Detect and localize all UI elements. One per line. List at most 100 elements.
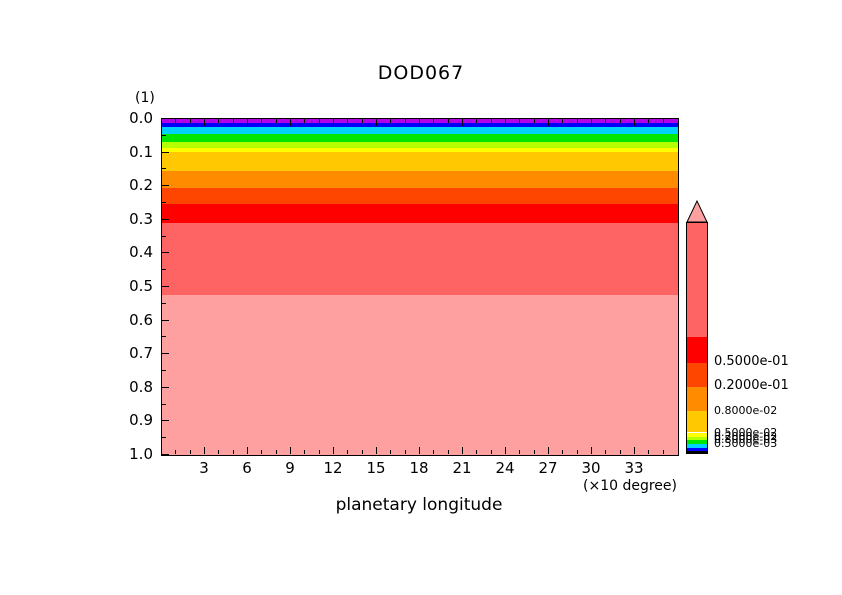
contour-band xyxy=(162,134,678,142)
y-tick-label: 0.9 xyxy=(129,411,153,429)
colorbar-segment xyxy=(687,439,707,445)
colorbar-segment xyxy=(687,336,707,364)
y-tick-major xyxy=(162,420,169,421)
x-tick-major xyxy=(634,447,635,454)
x-tick-minor xyxy=(347,450,348,454)
y-tick-major xyxy=(162,152,169,153)
x-axis-unit-label: (×10 degree) xyxy=(583,478,677,494)
y-tick-label: 0.7 xyxy=(129,344,153,362)
y-axis-unit-label: (1) xyxy=(135,90,155,106)
x-tick-minor xyxy=(233,450,234,454)
x-tick-minor xyxy=(276,450,277,454)
y-tick-major xyxy=(162,219,169,220)
y-tick-major xyxy=(162,387,169,388)
colorbar xyxy=(686,200,710,455)
contour-band xyxy=(162,171,678,188)
x-tick-minor-top xyxy=(491,119,492,123)
x-tick-minor-top xyxy=(663,119,664,123)
x-tick-minor-top xyxy=(362,119,363,123)
x-tick-minor xyxy=(405,450,406,454)
x-tick-minor xyxy=(648,450,649,454)
x-tick-minor xyxy=(605,450,606,454)
x-tick-major-top xyxy=(376,119,377,126)
colorbar-tick-label: 0.2000e-02 xyxy=(714,430,778,443)
y-tick-label: 0.5 xyxy=(129,277,153,295)
x-axis-title: planetary longitude xyxy=(335,495,503,515)
contour-band xyxy=(162,123,678,127)
x-tick-minor-top xyxy=(319,119,320,123)
y-tick-label: 0.3 xyxy=(129,210,153,228)
x-tick-minor-top xyxy=(218,119,219,123)
colorbar-segment xyxy=(687,223,707,337)
x-tick-minor-top xyxy=(519,119,520,123)
x-tick-minor xyxy=(577,450,578,454)
x-tick-major-top xyxy=(548,119,549,126)
colorbar-segment xyxy=(687,448,707,451)
colorbar-tick-label: 0.8000e-03 xyxy=(714,433,778,446)
y-tick-major xyxy=(162,454,169,455)
y-tick-major xyxy=(162,252,169,253)
y-tick-minor xyxy=(162,135,166,136)
x-tick-minor-top xyxy=(605,119,606,123)
y-tick-label: 0.0 xyxy=(129,109,153,127)
x-tick-major-top xyxy=(505,119,506,126)
x-tick-major-top xyxy=(634,119,635,126)
x-tick-minor xyxy=(663,450,664,454)
x-tick-minor xyxy=(491,450,492,454)
y-tick-minor xyxy=(162,269,166,270)
colorbar-tick-label: 0.5000e-03 xyxy=(714,437,778,450)
x-tick-major xyxy=(591,447,592,454)
colorbar-gradient xyxy=(686,222,708,454)
y-tick-major xyxy=(162,118,169,119)
x-tick-minor xyxy=(390,450,391,454)
x-tick-minor-top xyxy=(620,119,621,123)
x-tick-minor xyxy=(476,450,477,454)
contour-band xyxy=(162,126,678,135)
x-tick-minor-top xyxy=(276,119,277,123)
x-tick-minor xyxy=(304,450,305,454)
x-tick-minor-top xyxy=(347,119,348,123)
x-tick-major-top xyxy=(333,119,334,126)
y-tick-minor xyxy=(162,202,166,203)
x-tick-major-top xyxy=(290,119,291,126)
y-tick-minor xyxy=(162,404,166,405)
x-tick-minor xyxy=(519,450,520,454)
x-tick-label: 30 xyxy=(581,459,601,477)
contour-band xyxy=(162,147,678,152)
y-tick-label: 0.1 xyxy=(129,143,153,161)
x-tick-minor xyxy=(433,450,434,454)
contour-band xyxy=(162,119,678,124)
x-tick-minor-top xyxy=(648,119,649,123)
contour-band xyxy=(162,223,678,296)
x-tick-major xyxy=(548,447,549,454)
x-tick-label: 33 xyxy=(624,459,644,477)
chart-title: DOD067 xyxy=(0,62,842,84)
contour-band xyxy=(162,151,678,172)
x-tick-minor-top xyxy=(577,119,578,123)
x-tick-minor-top xyxy=(175,119,176,123)
y-tick-minor xyxy=(162,437,166,438)
x-tick-minor xyxy=(448,450,449,454)
x-tick-minor xyxy=(620,450,621,454)
colorbar-segment xyxy=(687,444,707,449)
y-tick-major xyxy=(162,286,169,287)
colorbar-tick-label: 0.5000e-01 xyxy=(714,354,789,369)
y-tick-minor xyxy=(162,336,166,337)
contour-band xyxy=(162,295,678,455)
colorbar-segment xyxy=(687,363,707,387)
x-tick-major xyxy=(290,447,291,454)
x-tick-major xyxy=(247,447,248,454)
y-tick-label: 0.4 xyxy=(129,243,153,261)
x-tick-major-top xyxy=(591,119,592,126)
y-tick-major xyxy=(162,185,169,186)
y-tick-major xyxy=(162,353,169,354)
colorbar-tick-label: 0.8000e-02 xyxy=(714,404,778,417)
x-tick-minor xyxy=(261,450,262,454)
x-tick-label: 24 xyxy=(495,459,515,477)
x-tick-minor-top xyxy=(562,119,563,123)
y-tick-minor xyxy=(162,236,166,237)
x-tick-label: 15 xyxy=(366,459,386,477)
x-tick-minor-top xyxy=(476,119,477,123)
contour-band xyxy=(162,203,678,224)
